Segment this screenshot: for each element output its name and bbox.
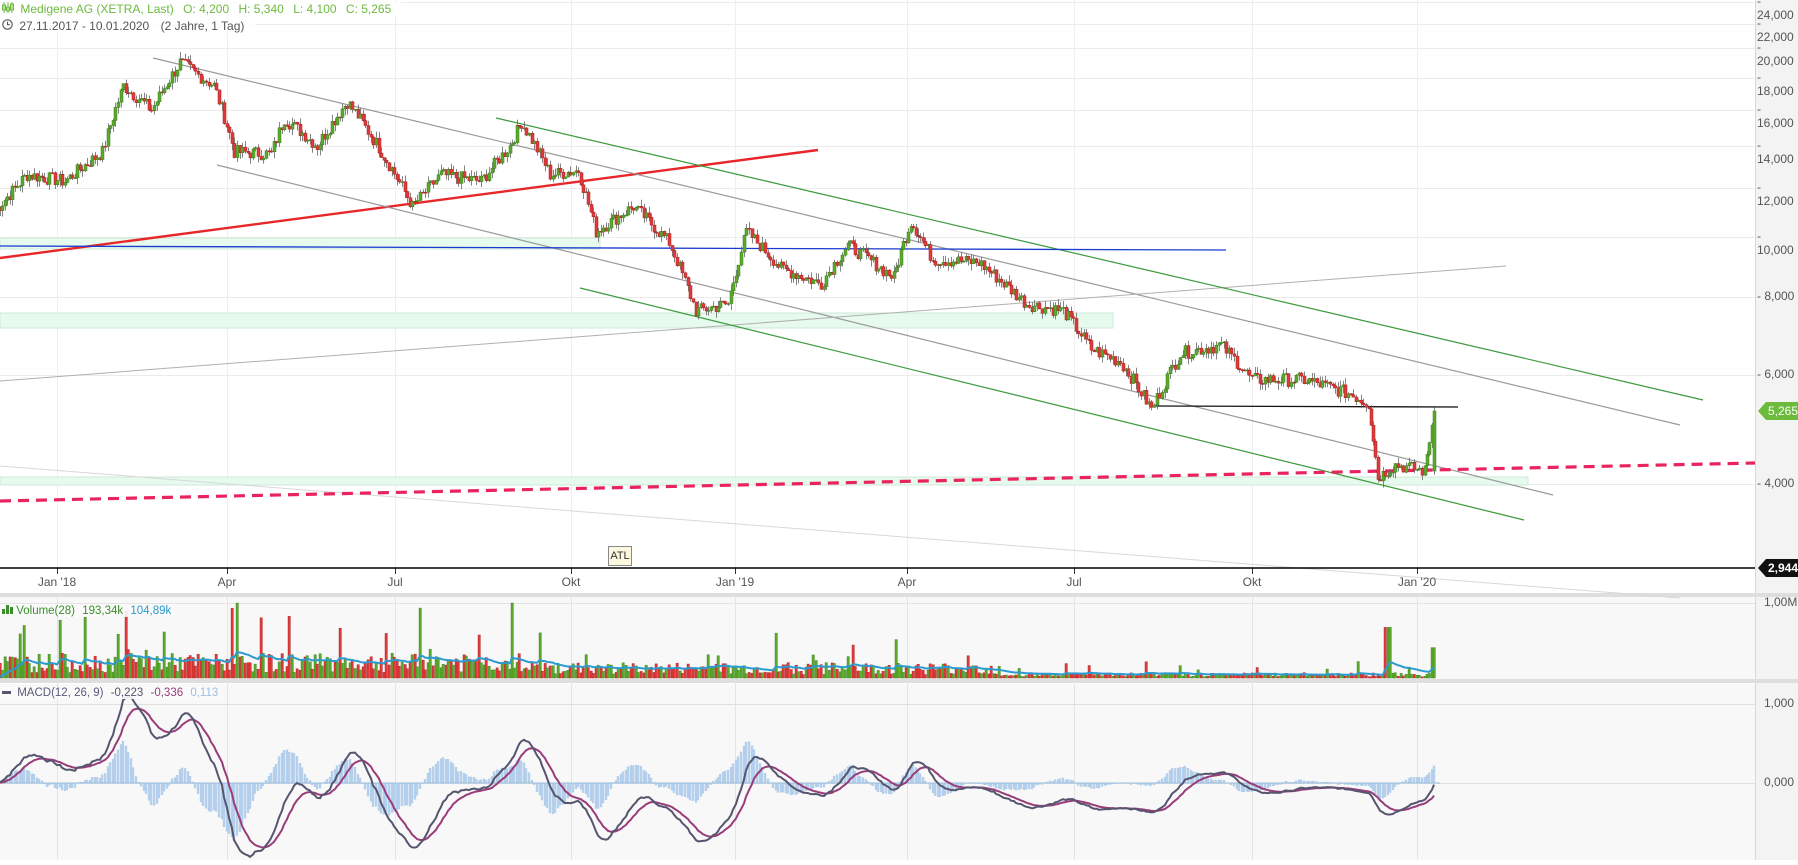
time-axis-label: Jan '19: [716, 575, 754, 589]
candlestick-chart-icon: [2, 2, 17, 16]
time-axis-label: Apr: [218, 575, 237, 589]
pane-separator[interactable]: [0, 593, 1798, 597]
histogram-value: 0,113: [190, 687, 218, 699]
price-axis-label: - 16,000: [1757, 102, 1798, 130]
price-axis-label: - 18,000: [1757, 70, 1798, 98]
time-axis-label: Jul: [1066, 575, 1081, 589]
atl-price-tag: 2,944: [1758, 559, 1798, 577]
price-axis-label: - 10,000: [1757, 229, 1798, 257]
volume-axis-label: 1,00M: [1764, 595, 1797, 609]
volume-ma-value: 104,89k: [130, 605, 171, 617]
volume-label[interactable]: Volume(28): [16, 605, 75, 617]
low-value: L: 4,100: [293, 2, 336, 16]
macd-axis-label-0: 0,000: [1764, 775, 1794, 789]
volume-value: 193,34k: [82, 605, 123, 617]
instrument-legend: Medigene AG (XETRA, Last) O: 4,200 H: 5,…: [0, 2, 401, 16]
pane-separator[interactable]: [0, 679, 1798, 683]
macd-legend: MACD(12, 26, 9) -0,223 -0,336 0,113: [0, 687, 222, 699]
period-label: (2 Jahre, 1 Tag): [161, 19, 245, 33]
price-axis-label: - 14,000: [1757, 138, 1798, 166]
price-axis-label: - 6,000: [1757, 367, 1794, 381]
signal-value: -0,336: [151, 687, 184, 699]
open-value: O: 4,200: [183, 2, 229, 16]
macd-pane-bg: [0, 684, 1755, 860]
price-axis-label: - 8,000: [1757, 289, 1794, 303]
volume-icon: [2, 605, 16, 617]
macd-value: -0,223: [111, 687, 144, 699]
time-axis-label: Jul: [387, 575, 402, 589]
instrument-name[interactable]: Medigene AG (XETRA, Last): [20, 2, 173, 16]
macd-label[interactable]: MACD(12, 26, 9): [17, 687, 103, 699]
last-price-tag: 5,265: [1758, 402, 1798, 420]
time-axis-label: Apr: [898, 575, 917, 589]
price-axis-label: - 4,000: [1757, 476, 1794, 490]
time-axis-label: Jan '20: [1398, 575, 1436, 589]
date-range-legend[interactable]: 27.11.2017 - 10.01.2020 (2 Jahre, 1 Tag): [0, 19, 256, 33]
time-axis-label: Okt: [1243, 575, 1262, 589]
clock-icon: [2, 19, 16, 33]
volume-legend: Volume(28) 193,34k 104,89k: [0, 604, 175, 617]
macd-axis-label-1: 1,000: [1764, 696, 1794, 710]
price-axis-label: - 20,000: [1757, 40, 1798, 68]
macd-line-icon: [2, 691, 11, 694]
date-range: 27.11.2017 - 10.01.2020: [19, 19, 149, 33]
atl-annotation[interactable]: ATL: [608, 546, 632, 566]
high-value: H: 5,340: [238, 2, 283, 16]
time-axis-label: Okt: [562, 575, 581, 589]
close-value: C: 5,265: [346, 2, 391, 16]
time-axis-label: Jan '18: [38, 575, 76, 589]
price-axis-label: - 12,000: [1757, 180, 1798, 208]
